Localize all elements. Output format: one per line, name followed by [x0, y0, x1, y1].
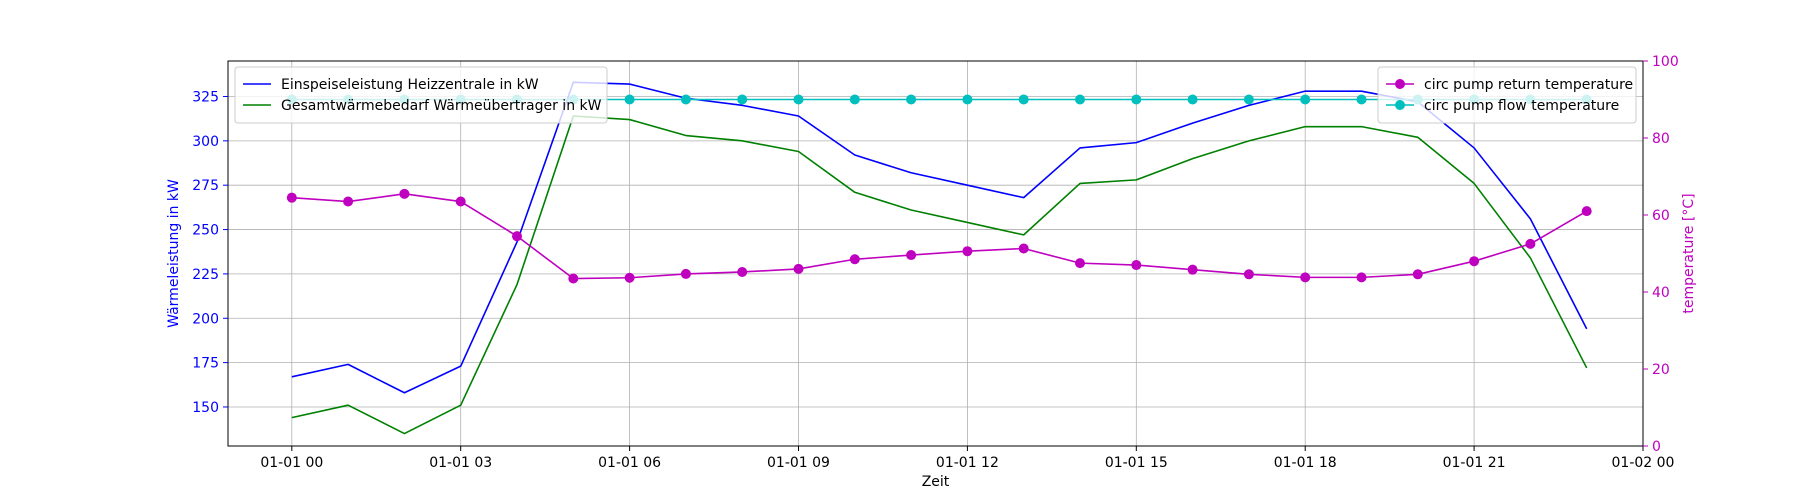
data-point-right-0 — [1412, 269, 1423, 280]
data-point-right-0 — [680, 268, 691, 279]
x-tick-label: 01-01 15 — [1105, 455, 1168, 471]
y-left-tick-label: 275 — [192, 178, 219, 194]
y-right-tick-label: 60 — [1652, 208, 1670, 224]
x-axis-title: Zeit — [922, 474, 950, 490]
legend-label-left-0: Einspeiseleistung Heizzentrale in kW — [281, 77, 539, 93]
data-point-right-1 — [1187, 94, 1198, 105]
y-left-tick-label: 325 — [192, 89, 219, 105]
legend-right: circ pump return temperature circ pump fl… — [1377, 66, 1637, 124]
data-point-right-0 — [1187, 264, 1198, 275]
axes: 01-01 00 01-01 03 01-01 06 01-01 09 01-01 12… — [192, 54, 1678, 471]
data-point-right-0 — [1525, 238, 1536, 249]
series-layer — [286, 81, 1592, 435]
y-left-tick-label: 200 — [192, 311, 219, 327]
data-point-right-0 — [793, 263, 804, 274]
data-point-right-1 — [624, 94, 635, 105]
y-left-tick-label: 225 — [192, 267, 219, 283]
legend-marker-right-1 — [1395, 100, 1405, 110]
data-point-right-1 — [962, 94, 973, 105]
legend-box — [1377, 66, 1637, 124]
x-tick-label: 01-02 00 — [1612, 455, 1675, 471]
data-point-right-1 — [737, 94, 748, 105]
data-point-right-0 — [849, 254, 860, 265]
legend-label-right-0: circ pump return temperature — [1424, 77, 1633, 93]
data-point-right-0 — [343, 196, 354, 207]
x-tick-label: 01-01 00 — [260, 455, 323, 471]
series-line-left-0 — [291, 81, 1588, 394]
data-point-right-0 — [512, 231, 523, 242]
data-point-right-1 — [1300, 94, 1311, 105]
data-point-right-1 — [849, 94, 860, 105]
data-point-right-0 — [1581, 206, 1592, 217]
x-tick-label: 01-01 12 — [936, 455, 999, 471]
data-point-right-0 — [286, 192, 297, 203]
data-point-right-0 — [1131, 260, 1142, 271]
legend-label-right-1: circ pump flow temperature — [1424, 98, 1619, 114]
data-point-right-1 — [793, 94, 804, 105]
data-point-right-0 — [1075, 258, 1086, 269]
y-left-tick-label: 175 — [192, 356, 219, 372]
y-left-tick-label: 150 — [192, 400, 219, 416]
legend-label-left-1: Gesamtwärmebedarf Wärmeübertrager in kW — [281, 98, 602, 114]
y-axis-left-title: Wärmeleistung in kW — [166, 179, 182, 328]
x-tick-label: 01-01 09 — [767, 455, 830, 471]
data-point-right-1 — [1075, 94, 1086, 105]
x-tick-label: 01-01 21 — [1443, 455, 1506, 471]
data-point-right-0 — [455, 196, 466, 207]
data-point-right-0 — [1356, 272, 1367, 283]
data-point-right-0 — [1469, 256, 1480, 267]
data-point-right-0 — [568, 273, 579, 284]
data-point-right-1 — [1018, 94, 1029, 105]
y-right-tick-label: 100 — [1652, 54, 1679, 70]
data-point-right-0 — [1300, 272, 1311, 283]
y-left-tick-label: 250 — [192, 223, 219, 239]
y-right-tick-label: 0 — [1652, 439, 1661, 455]
data-point-right-0 — [906, 250, 917, 261]
data-point-right-1 — [1243, 94, 1254, 105]
data-point-right-1 — [680, 94, 691, 105]
grid — [228, 61, 1644, 446]
series-line-left-1 — [291, 115, 1588, 435]
data-point-right-1 — [1131, 94, 1142, 105]
data-point-right-0 — [737, 266, 748, 277]
data-point-right-0 — [399, 188, 410, 199]
x-tick-label: 01-01 03 — [429, 455, 492, 471]
series-line-right-0 — [291, 193, 1588, 280]
data-point-right-0 — [1243, 269, 1254, 280]
data-point-right-0 — [962, 246, 973, 257]
legend-left: Einspeiseleistung Heizzentrale in kW Gesa… — [234, 66, 608, 124]
legend-marker-right-0 — [1395, 79, 1405, 89]
data-point-right-1 — [1356, 94, 1367, 105]
plot-frame — [227, 60, 1644, 447]
y-right-tick-label: 40 — [1652, 285, 1670, 301]
y-left-tick-label: 300 — [192, 134, 219, 150]
y-right-tick-label: 20 — [1652, 362, 1670, 378]
data-point-right-0 — [1018, 243, 1029, 254]
y-axis-right-title: temperature [°C] — [1681, 193, 1697, 313]
x-tick-label: 01-01 06 — [598, 455, 661, 471]
legend-box — [234, 66, 608, 124]
x-tick-label: 01-01 18 — [1274, 455, 1337, 471]
data-point-right-0 — [624, 272, 635, 283]
data-point-right-1 — [906, 94, 917, 105]
y-right-tick-label: 80 — [1652, 131, 1670, 147]
